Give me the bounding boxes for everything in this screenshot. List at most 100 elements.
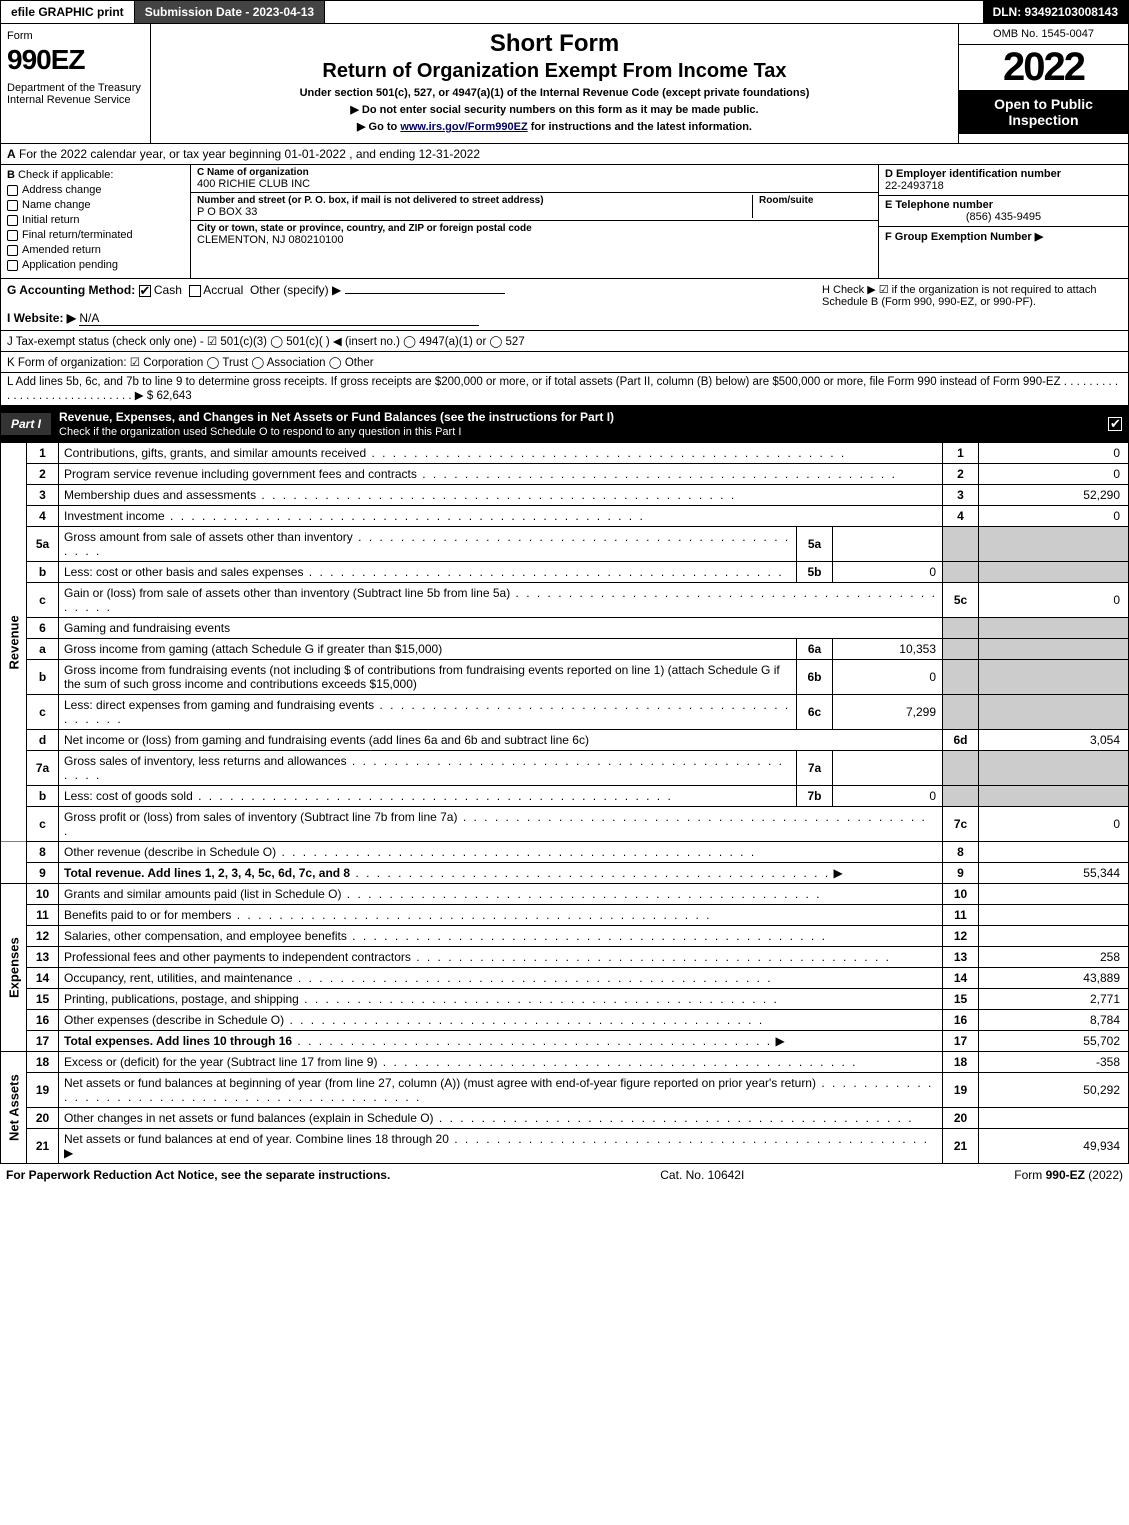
title-return: Return of Organization Exempt From Incom… — [161, 60, 948, 83]
table-row: cGross profit or (loss) from sales of in… — [1, 807, 1129, 842]
table-row: 6Gaming and fundraising events — [1, 618, 1129, 639]
table-row: 15Printing, publications, postage, and s… — [1, 989, 1129, 1010]
line7a-amount — [833, 751, 943, 786]
revenue-side-label: Revenue — [1, 443, 27, 842]
line18-amount: -358 — [979, 1052, 1129, 1073]
part1-title: Revenue, Expenses, and Changes in Net As… — [59, 406, 1108, 442]
table-row: aGross income from gaming (attach Schedu… — [1, 639, 1129, 660]
col-b-heading: Check if applicable: — [18, 169, 113, 181]
tax-year: 2022 — [959, 45, 1128, 90]
table-row: 11Benefits paid to or for members11 — [1, 905, 1129, 926]
box-d-ein: D Employer identification number 22-2493… — [879, 165, 1128, 196]
netassets-side-label: Net Assets — [1, 1052, 27, 1164]
table-row: cLess: direct expenses from gaming and f… — [1, 695, 1129, 730]
header-mid: Short Form Return of Organization Exempt… — [151, 24, 958, 143]
col-b-checkboxes: B Check if applicable: Address change Na… — [1, 165, 191, 278]
goto-pre: ▶ Go to — [357, 121, 400, 133]
table-row: Expenses10Grants and similar amounts pai… — [1, 884, 1129, 905]
group-label: F Group Exemption Number ▶ — [885, 231, 1043, 243]
footer-right: Form 990-EZ (2022) — [1014, 1168, 1123, 1182]
table-row: cGain or (loss) from sale of assets othe… — [1, 583, 1129, 618]
subtitle-ssn-warning: ▶ Do not enter social security numbers o… — [161, 103, 948, 116]
cell-org-name: C Name of organization 400 RICHIE CLUB I… — [191, 165, 878, 193]
line5b-amount: 0 — [833, 562, 943, 583]
table-row: 14Occupancy, rent, utilities, and mainte… — [1, 968, 1129, 989]
submission-date-badge: Submission Date - 2023-04-13 — [135, 1, 325, 23]
g-label: G Accounting Method: — [7, 283, 135, 297]
row-g-i-left: G Accounting Method: Cash Accrual Other … — [7, 283, 822, 326]
table-row: Net Assets18Excess or (deficit) for the … — [1, 1052, 1129, 1073]
table-row: bGross income from fundraising events (n… — [1, 660, 1129, 695]
table-row: dNet income or (loss) from gaming and fu… — [1, 730, 1129, 751]
checkbox-icon — [7, 200, 18, 211]
website-value: N/A — [79, 311, 479, 326]
irs-link[interactable]: www.irs.gov/Form990EZ — [400, 121, 527, 133]
line1-amount: 0 — [979, 443, 1129, 464]
table-row: 20Other changes in net assets or fund ba… — [1, 1108, 1129, 1129]
header-left: Form 990EZ Department of the Treasury In… — [1, 24, 151, 143]
block-bcdef: B Check if applicable: Address change Na… — [0, 165, 1129, 279]
chk-cash[interactable] — [139, 285, 151, 297]
table-row: Revenue 1 Contributions, gifts, grants, … — [1, 443, 1129, 464]
arrow-icon: ▶ — [834, 866, 843, 880]
chk-address-change[interactable]: Address change — [7, 184, 184, 196]
row-l-gross-receipts: L Add lines 5b, 6c, and 7b to line 9 to … — [0, 373, 1129, 406]
form-number: 990EZ — [7, 44, 144, 76]
part1-lines-table: Revenue 1 Contributions, gifts, grants, … — [0, 443, 1129, 1164]
title-short-form: Short Form — [161, 30, 948, 58]
line5a-amount — [833, 527, 943, 562]
checkbox-icon — [7, 245, 18, 256]
cell-street: Number and street (or P. O. box, if mail… — [191, 193, 878, 221]
line15-amount: 2,771 — [979, 989, 1129, 1010]
line4-amount: 0 — [979, 506, 1129, 527]
box-e-phone: E Telephone number (856) 435-9495 — [879, 196, 1128, 227]
table-row: 3Membership dues and assessments352,290 — [1, 485, 1129, 506]
line6b-amount: 0 — [833, 660, 943, 695]
line11-amount — [979, 905, 1129, 926]
line7b-amount: 0 — [833, 786, 943, 807]
row-k-form-org: K Form of organization: ☑ Corporation ◯ … — [0, 352, 1129, 373]
line21-amount: 49,934 — [979, 1129, 1129, 1164]
table-row: 16Other expenses (describe in Schedule O… — [1, 1010, 1129, 1031]
chk-accrual[interactable] — [189, 285, 201, 297]
street-label: Number and street (or P. O. box, if mail… — [197, 195, 752, 206]
col-c-org-info: C Name of organization 400 RICHIE CLUB I… — [191, 165, 878, 278]
line17-amount: 55,702 — [979, 1031, 1129, 1052]
arrow-icon: ▶ — [775, 1034, 784, 1048]
other-specify-input[interactable] — [345, 293, 505, 294]
line6d-amount: 3,054 — [979, 730, 1129, 751]
efile-print-button[interactable]: efile GRAPHIC print — [1, 1, 135, 23]
chk-name-change[interactable]: Name change — [7, 199, 184, 211]
form-word: Form — [7, 30, 144, 42]
checkbox-icon — [7, 260, 18, 271]
row-a-tax-year: A For the 2022 calendar year, or tax yea… — [0, 144, 1129, 165]
form-header: Form 990EZ Department of the Treasury In… — [0, 24, 1129, 144]
room-label: Room/suite — [759, 195, 872, 206]
chk-final-return[interactable]: Final return/terminated — [7, 229, 184, 241]
table-row: bLess: cost of goods sold7b0 — [1, 786, 1129, 807]
row-a-text: For the 2022 calendar year, or tax year … — [19, 147, 480, 161]
chk-initial-return[interactable]: Initial return — [7, 214, 184, 226]
table-row: 17Total expenses. Add lines 10 through 1… — [1, 1031, 1129, 1052]
row-ghi: G Accounting Method: Cash Accrual Other … — [0, 279, 1129, 331]
subtitle-goto: ▶ Go to www.irs.gov/Form990EZ for instru… — [161, 120, 948, 133]
chk-application-pending[interactable]: Application pending — [7, 259, 184, 271]
page-footer: For Paperwork Reduction Act Notice, see … — [0, 1164, 1129, 1186]
i-label: I Website: ▶ — [7, 311, 76, 325]
org-name-label: C Name of organization — [197, 167, 872, 178]
checkbox-icon — [7, 185, 18, 196]
line16-amount: 8,784 — [979, 1010, 1129, 1031]
checkbox-icon — [7, 230, 18, 241]
chk-amended-return[interactable]: Amended return — [7, 244, 184, 256]
line10-amount — [979, 884, 1129, 905]
part1-schedule-o-checkbox[interactable] — [1108, 417, 1122, 431]
line13-amount: 258 — [979, 947, 1129, 968]
table-row: 4Investment income40 — [1, 506, 1129, 527]
street-value: P O BOX 33 — [197, 206, 752, 218]
top-bar: efile GRAPHIC print Submission Date - 20… — [0, 0, 1129, 24]
table-row: 7aGross sales of inventory, less returns… — [1, 751, 1129, 786]
omb-number: OMB No. 1545-0047 — [959, 24, 1128, 45]
topbar-spacer — [325, 1, 982, 23]
dln-badge: DLN: 93492103008143 — [983, 1, 1128, 23]
table-row: 13Professional fees and other payments t… — [1, 947, 1129, 968]
